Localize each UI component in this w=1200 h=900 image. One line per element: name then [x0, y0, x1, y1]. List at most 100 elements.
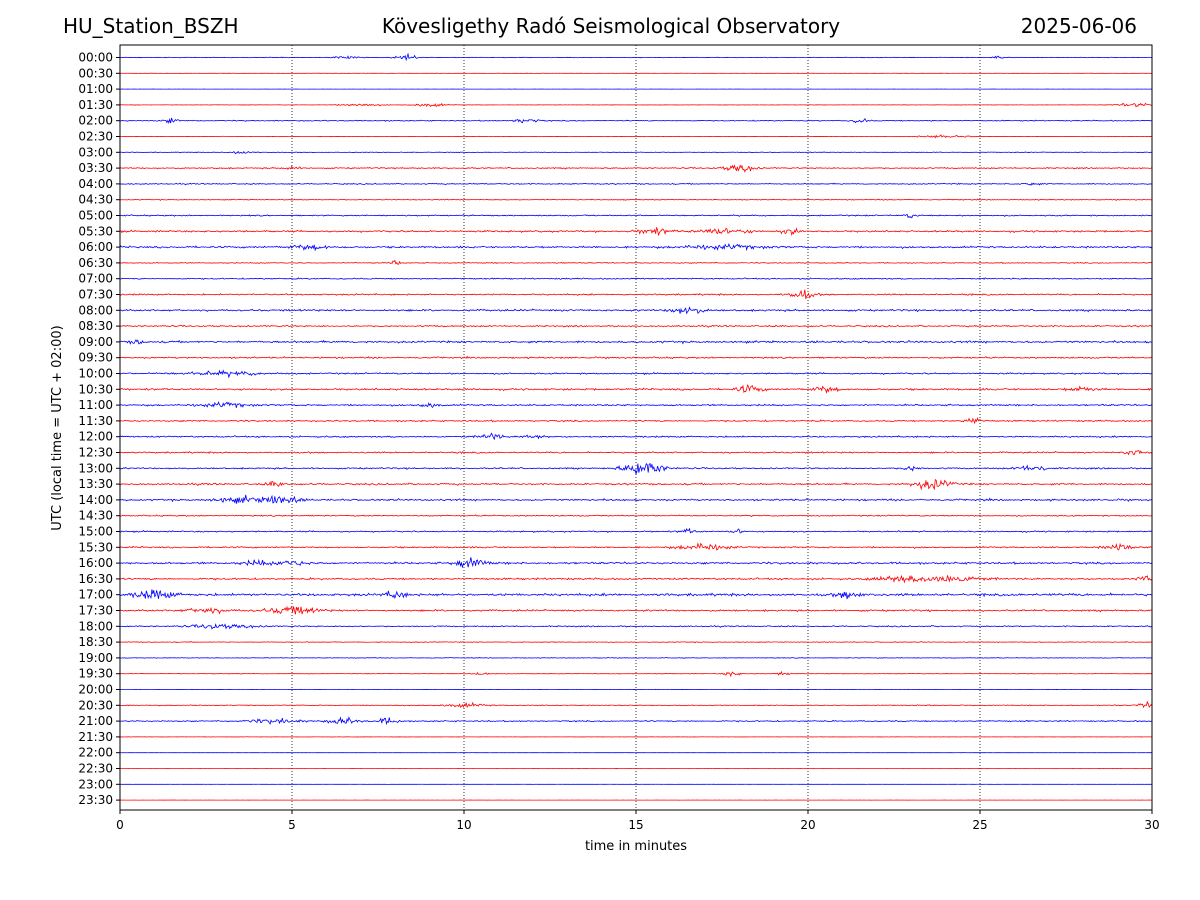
y-tick-label: 12:30	[78, 446, 113, 460]
y-tick-label: 11:00	[78, 398, 113, 412]
y-tick-label: 22:30	[78, 762, 113, 776]
y-tick-label: 06:30	[78, 256, 113, 270]
x-axis-ticks: 0 5 10 15 20 25 30	[116, 810, 1160, 832]
y-tick-label: 00:30	[78, 66, 113, 80]
trace-1000	[119, 369, 1153, 379]
y-tick-label: 06:00	[78, 240, 113, 254]
x-axis-label: time in minutes	[585, 839, 687, 854]
trace-1200	[119, 432, 1153, 441]
y-tick-label: 19:30	[78, 667, 113, 681]
trace-1900	[119, 656, 1153, 659]
trace-0700	[119, 277, 1153, 280]
x-tick-label: 30	[1144, 818, 1159, 832]
trace-1400	[119, 494, 1153, 504]
trace-0400	[119, 182, 1153, 186]
trace-1130	[119, 417, 1153, 425]
y-tick-label: 19:00	[78, 651, 113, 665]
y-tick-label: 03:00	[78, 145, 113, 159]
y-tick-label: 10:30	[78, 382, 113, 396]
trace-0430	[119, 198, 1153, 201]
trace-0730	[119, 289, 1153, 300]
trace-1230	[119, 450, 1153, 456]
y-tick-label: 23:00	[78, 777, 113, 791]
y-tick-label: 20:00	[78, 683, 113, 697]
y-tick-label: 13:30	[78, 477, 113, 491]
trace-1300	[119, 462, 1153, 476]
trace-0930	[119, 355, 1153, 360]
trace-1430	[119, 514, 1153, 518]
trace-1530	[119, 542, 1153, 551]
y-tick-label: 21:30	[78, 730, 113, 744]
x-tick-label: 0	[116, 818, 124, 832]
trace-1830	[119, 641, 1153, 644]
y-tick-label: 01:30	[78, 98, 113, 112]
trace-1330	[119, 478, 1153, 491]
trace-0230	[120, 134, 1153, 139]
y-tick-label: 05:30	[78, 224, 113, 238]
trace-1500	[119, 527, 1153, 534]
y-tick-label: 07:30	[78, 288, 113, 302]
trace-1630	[119, 574, 1153, 584]
y-tick-label: 16:00	[78, 556, 113, 570]
y-tick-label: 17:00	[78, 588, 113, 602]
chart-date: 2025-06-06	[1020, 14, 1137, 38]
trace-0500	[119, 213, 1153, 219]
y-tick-label: 09:00	[78, 335, 113, 349]
y-tick-label: 08:00	[78, 303, 113, 317]
trace-2100	[119, 716, 1153, 726]
x-tick-label: 20	[800, 818, 815, 832]
trace-0300	[119, 150, 1153, 155]
y-tick-label: 17:30	[78, 604, 113, 618]
trace-1100	[119, 401, 1153, 408]
x-tick-label: 10	[456, 818, 471, 832]
chart-title: Kövesligethy Radó Seismological Observat…	[381, 14, 841, 38]
trace-0630	[119, 259, 1153, 265]
trace-0200	[119, 117, 1153, 125]
y-tick-label: 08:30	[78, 319, 113, 333]
y-tick-label: 14:00	[78, 493, 113, 507]
y-tick-label: 09:30	[78, 351, 113, 365]
y-tick-label: 04:30	[78, 193, 113, 207]
x-tick-label: 15	[628, 818, 643, 832]
y-tick-label: 03:30	[78, 161, 113, 175]
y-tick-label: 21:00	[78, 714, 113, 728]
y-tick-label: 22:00	[78, 746, 113, 760]
x-tick-label: 25	[972, 818, 987, 832]
y-tick-label: 10:00	[78, 367, 113, 381]
trace-1730	[119, 605, 1153, 615]
y-tick-label: 16:30	[78, 572, 113, 586]
trace-1800	[119, 623, 1153, 630]
trace-0900	[119, 338, 1153, 345]
y-tick-label: 01:00	[78, 82, 113, 96]
y-tick-label: 02:30	[78, 130, 113, 144]
y-tick-label: 13:00	[78, 461, 113, 475]
trace-0600	[119, 243, 1153, 252]
y-tick-label: 23:30	[78, 793, 113, 807]
y-tick-label: 15:30	[78, 540, 113, 554]
trace-0330	[119, 164, 1153, 173]
plot-frame	[119, 44, 1153, 811]
trace-0800	[119, 306, 1153, 315]
trace-1600	[119, 557, 1153, 568]
y-tick-label: 18:00	[78, 619, 113, 633]
trace-0130	[119, 102, 1153, 108]
trace-1030	[119, 383, 1153, 395]
y-tick-label: 02:00	[78, 114, 113, 128]
vertical-gridlines	[291, 45, 981, 810]
y-tick-label: 15:00	[78, 525, 113, 539]
y-tick-label: 12:00	[78, 430, 113, 444]
trace-1700	[119, 589, 1153, 600]
trace-2030	[119, 700, 1153, 709]
trace-rows	[119, 52, 1153, 801]
trace-0000	[120, 52, 1153, 62]
y-tick-label: 20:30	[78, 698, 113, 712]
y-tick-label: 05:00	[78, 209, 113, 223]
trace-0830	[119, 324, 1153, 328]
y-tick-label: 11:30	[78, 414, 113, 428]
station-name: HU_Station_BSZH	[63, 14, 239, 38]
y-tick-label: 18:30	[78, 635, 113, 649]
y-tick-label: 14:30	[78, 509, 113, 523]
y-axis-label: UTC (local time = UTC + 02:00)	[50, 325, 65, 530]
